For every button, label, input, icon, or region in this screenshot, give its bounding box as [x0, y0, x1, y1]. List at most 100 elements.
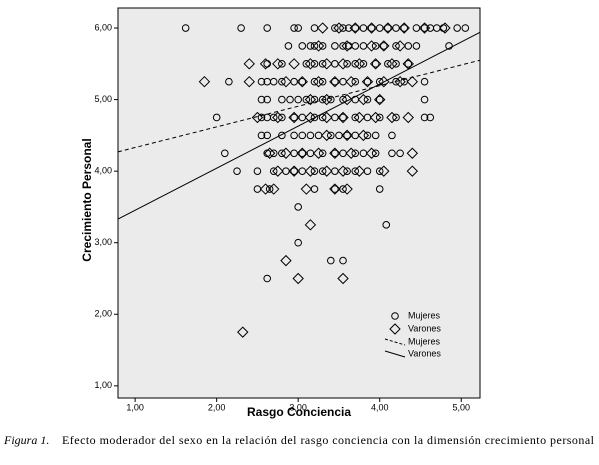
point: [375, 167, 384, 175]
point: [321, 111, 333, 124]
point: [365, 147, 378, 159]
point: [345, 147, 357, 159]
point: [353, 165, 366, 177]
point: [269, 149, 278, 158]
point: [406, 75, 419, 88]
point: [304, 93, 317, 106]
point: [221, 149, 229, 158]
point: [294, 203, 302, 211]
point: [365, 22, 378, 34]
y-tick-label: 4,00: [94, 166, 112, 176]
point: [375, 77, 384, 86]
point: [420, 95, 429, 104]
point: [278, 149, 286, 158]
point: [418, 22, 431, 34]
point: [280, 75, 292, 88]
point: [374, 93, 386, 106]
point: [268, 183, 280, 195]
point: [359, 60, 368, 68]
point: [388, 149, 396, 158]
point: [371, 131, 380, 140]
point: [272, 165, 284, 177]
point: [302, 60, 311, 68]
point: [272, 58, 284, 70]
plot-area: [117, 7, 481, 399]
x-tick-label: 3,00: [289, 402, 307, 412]
point: [329, 75, 341, 88]
point: [400, 24, 408, 32]
point: [394, 40, 406, 52]
y-tick-label: 2,00: [94, 309, 112, 319]
point: [253, 167, 262, 175]
point: [257, 95, 266, 104]
legend-line: [384, 350, 406, 358]
point: [339, 42, 347, 50]
point: [337, 272, 349, 285]
point: [337, 58, 349, 70]
point: [351, 167, 360, 175]
fit-line: [117, 31, 481, 220]
point: [461, 24, 470, 32]
point: [306, 131, 315, 140]
point: [310, 60, 319, 68]
y-tick-label: 1,00: [94, 380, 112, 390]
point: [318, 42, 327, 50]
point: [304, 58, 317, 70]
point: [343, 167, 351, 175]
point: [384, 24, 392, 32]
point: [363, 131, 372, 140]
point: [361, 75, 374, 88]
point: [371, 60, 380, 68]
y-tick-label: 6,00: [94, 22, 112, 32]
point: [382, 22, 394, 34]
x-tick-label: 2,00: [208, 402, 226, 412]
point: [331, 77, 339, 86]
point: [339, 256, 347, 265]
point: [312, 40, 325, 52]
point: [278, 60, 286, 68]
point: [382, 221, 391, 229]
point: [329, 183, 341, 195]
point: [257, 77, 266, 86]
point: [402, 111, 414, 124]
point: [237, 24, 245, 32]
point: [263, 24, 272, 32]
point: [243, 58, 255, 70]
point: [326, 256, 335, 265]
point: [257, 131, 266, 140]
point: [257, 113, 266, 122]
point: [331, 42, 339, 50]
point: [304, 111, 317, 124]
point: [351, 60, 360, 68]
point: [386, 111, 398, 124]
point: [406, 165, 419, 177]
point: [310, 113, 319, 122]
x-tick-label: 4,00: [371, 402, 389, 412]
point: [453, 24, 461, 32]
point: [375, 113, 384, 122]
point: [353, 111, 366, 124]
point: [357, 129, 370, 142]
point: [280, 147, 292, 159]
point: [288, 58, 300, 70]
point: [286, 95, 294, 104]
point: [388, 131, 396, 140]
point: [259, 183, 272, 195]
point: [331, 185, 339, 193]
point: [294, 95, 302, 104]
point: [318, 167, 327, 175]
point: [310, 167, 319, 175]
point: [259, 58, 272, 70]
point: [420, 24, 429, 32]
point: [343, 60, 351, 68]
point: [318, 113, 327, 122]
point: [298, 149, 307, 158]
point: [398, 22, 410, 34]
point: [316, 22, 329, 34]
point: [225, 77, 233, 86]
point: [326, 131, 335, 140]
point: [426, 113, 435, 122]
point: [321, 129, 333, 142]
y-tick-label: 3,00: [94, 237, 112, 247]
